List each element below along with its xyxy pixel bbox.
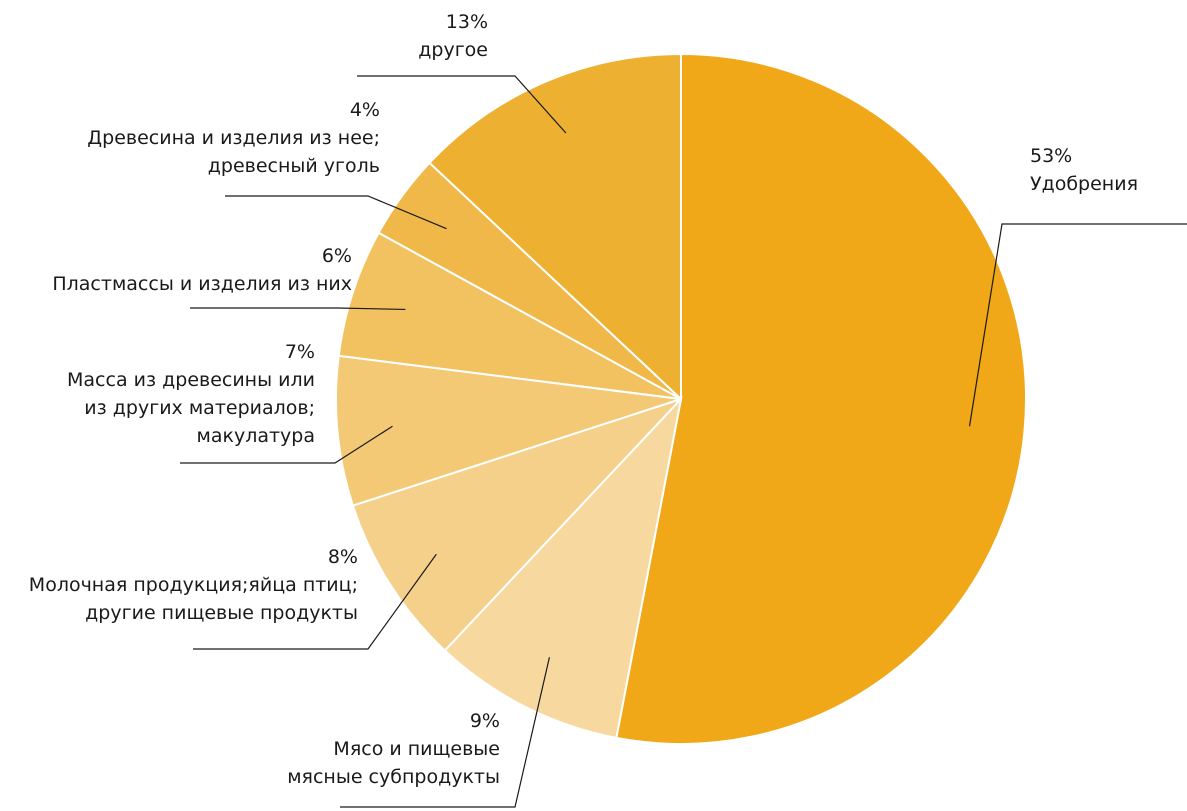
slice-category-label-6-0: другое <box>418 39 488 61</box>
pie-slice-4 <box>337 231 682 400</box>
leader-line-0 <box>968 223 1187 427</box>
leader-line-2 <box>193 553 437 650</box>
pie-slice-2 <box>351 398 682 652</box>
slice-category-label-5-1: древесный уголь <box>208 155 380 177</box>
slice-percent-label-1: 9% <box>470 710 500 732</box>
pie-slice-3 <box>335 354 682 507</box>
slice-category-label-4-0: Пластмассы и изделия из них <box>52 273 352 295</box>
slice-category-label-0-0: Удобрения <box>1030 173 1138 195</box>
slice-category-label-2-0: Молочная продукция;яйца птиц; <box>29 574 358 596</box>
slice-category-label-1-1: мясные субпродукты <box>287 766 500 788</box>
slice-category-label-1-0: Мясо и пищевые <box>333 738 500 760</box>
slice-percent-label-6: 13% <box>446 11 488 33</box>
slice-percent-label-5: 4% <box>350 99 380 121</box>
pie-slice-0 <box>615 52 1027 745</box>
slice-category-label-3-0: Масса из древесины или <box>67 369 315 391</box>
slice-category-label-3-2: макулатура <box>197 425 316 447</box>
pie-slice-6 <box>428 52 682 402</box>
slice-category-label-5-0: Древесина и изделия из нее; <box>87 127 380 149</box>
slice-percent-label-2: 8% <box>328 546 358 568</box>
leader-line-4 <box>190 307 406 311</box>
leader-line-6 <box>357 75 567 134</box>
leader-line-3 <box>180 425 393 464</box>
slice-category-label-3-1: из других материалов; <box>84 397 315 419</box>
slice-percent-label-3: 7% <box>285 341 315 363</box>
pie-slice-1 <box>443 395 683 740</box>
slice-percent-label-4: 6% <box>322 245 352 267</box>
slice-category-label-2-1: другие пищевые продукты <box>85 602 358 624</box>
leader-line-1 <box>340 657 551 808</box>
slice-percent-label-0: 53% <box>1030 145 1072 167</box>
leader-line-5 <box>225 195 447 230</box>
